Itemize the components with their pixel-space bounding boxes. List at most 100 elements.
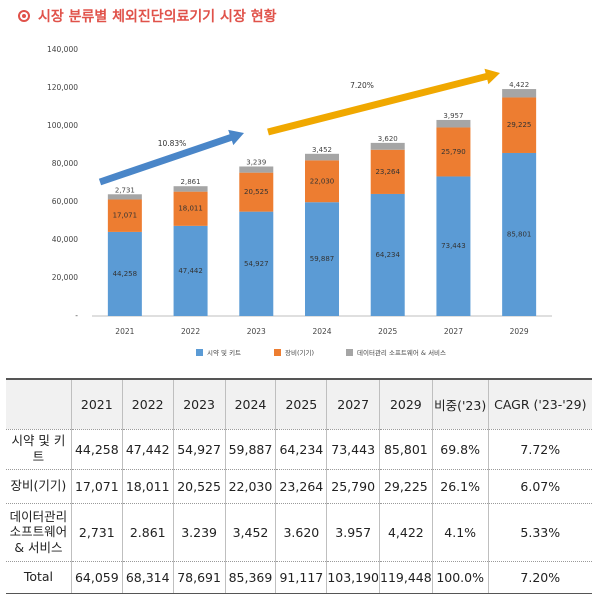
page-title: 시장 분류별 체외진단의료기기 시장 현황 [38,9,277,25]
bar-segment [502,152,537,316]
cagr-arrow-2023-2029 [267,68,500,136]
table-cell: 59,887 [225,429,277,470]
table-cell: 2,731 [71,503,123,562]
x-tick-label: 2021 [115,327,134,336]
bar-value-label: 73,443 [441,242,466,250]
table-cell: 17,071 [71,469,123,504]
cagr-label-2021-2023: 10.83% [158,139,187,148]
table-cell: 7.72% [488,429,592,470]
table-cell: 23,264 [275,469,328,504]
bar-segment [107,231,142,316]
y-tick-label: - [75,311,78,320]
table-cell: 5.33% [488,503,592,562]
table-cell: 64,234 [275,429,328,470]
table-cell: 3.239 [173,503,226,562]
bar-value-label: 18,011 [178,205,203,213]
x-tick-label: 2027 [444,327,463,336]
title-row: 시장 분류별 체외진단의료기기 시장 현황 [18,4,276,28]
bar-value-label: 20,525 [244,188,269,196]
table-row: 데이터관리 소프트웨어 & 서비스 2,731 2.861 3.239 3,45… [6,503,592,562]
table-header-2027: 2027 [326,378,381,430]
cagr-arrow-2021-2023 [98,129,245,186]
x-tick-label: 2025 [378,327,397,336]
table-cell: 7.20% [488,561,592,594]
table-cell: 47,442 [122,429,174,470]
table-cell: 6.07% [488,469,592,504]
legend-label: 시약 및 키트 [207,348,241,357]
table-cell: 3.957 [326,503,381,562]
table-header-row: 2021 2022 2023 2024 2025 2027 2029 비중('2… [6,378,592,430]
table-header-cagr: CAGR ('23-'29) [488,378,592,430]
bar-value-label: 2,861 [181,178,201,186]
table-cell: 4.1% [432,503,489,562]
x-tick-label: 2022 [181,327,200,336]
bar-value-label: 3,452 [312,146,332,154]
table-cell: 64,059 [71,561,123,594]
table-header-2024: 2024 [225,378,277,430]
bar-segment [502,97,537,153]
bar-value-label: 22,030 [310,177,335,185]
y-tick-label: 80,000 [52,159,78,168]
x-tick-label: 2023 [247,327,266,336]
y-tick-label: 140,000 [47,45,78,54]
legend-swatch [346,349,353,356]
table-cell: 119,448 [379,561,433,594]
table-row-total: Total 64,059 68,314 78,691 85,369 91,117… [6,561,592,594]
bar-segment [370,142,405,150]
bullet-circle-icon [18,10,30,22]
x-tick-label: 2029 [510,327,529,336]
bar-segment [173,191,208,226]
market-data-table: 2021 2022 2023 2024 2025 2027 2029 비중('2… [6,378,592,594]
bar-segment [502,89,537,98]
bar-value-label: 25,790 [441,148,466,156]
table-cell: 91,117 [275,561,328,594]
table-cell: 68,314 [122,561,174,594]
bar-value-label: 64,234 [375,251,400,259]
bar-value-label: 54,927 [244,260,269,268]
table-cell: 54,927 [173,429,226,470]
y-tick-label: 40,000 [52,235,78,244]
bar-value-label: 3,620 [378,135,398,143]
y-tick-label: 60,000 [52,197,78,206]
table-header-2023: 2023 [173,378,226,430]
table-cell: 4,422 [379,503,433,562]
table-header-corner [6,378,72,430]
table-header-2022: 2022 [122,378,174,430]
table-cell: 78,691 [173,561,226,594]
bar-segment [173,225,208,316]
y-tick-label: 120,000 [47,83,78,92]
table-cell: 2.861 [122,503,174,562]
bar-segment [107,199,142,232]
legend-label: 데이터관리 소프트웨어 & 서비스 [357,348,446,357]
bar-segment [173,186,208,192]
table-cell: 44,258 [71,429,123,470]
bar-segment [436,119,471,128]
table-cell: 103,190 [326,561,381,594]
table-cell: 3,452 [225,503,277,562]
x-tick-label: 2024 [312,327,331,336]
table-cell: 20,525 [173,469,226,504]
table-cell: 25,790 [326,469,381,504]
row-label-total: Total [6,561,72,594]
table-cell: 69.8% [432,429,489,470]
cagr-label-2023-2029: 7.20% [350,81,374,90]
stacked-bar-chart: - 20,000 40,000 60,000 80,000 100,000 120,000 1… [47,45,552,357]
y-tick-label: 100,000 [47,121,78,130]
bar-segment [239,166,274,173]
legend-swatch [196,349,203,356]
bar-segment [370,149,405,194]
table-cell: 73,443 [326,429,381,470]
bar-value-label: 59,887 [310,255,335,263]
legend-label: 장비(기기) [285,348,314,357]
bar-value-label: 3,957 [443,112,463,120]
table-cell: 22,030 [225,469,277,504]
bar-value-label: 17,071 [113,212,138,220]
table-header-2021: 2021 [71,378,123,430]
bar-value-label: 44,258 [113,270,138,278]
row-label-reagent: 시약 및 키트 [6,429,72,470]
bar-value-label: 3,239 [246,158,266,166]
row-label-equipment: 장비(기기) [6,469,72,504]
bar-value-label: 4,422 [509,81,529,89]
bar-segment [107,194,142,200]
bar-segment [436,176,471,316]
